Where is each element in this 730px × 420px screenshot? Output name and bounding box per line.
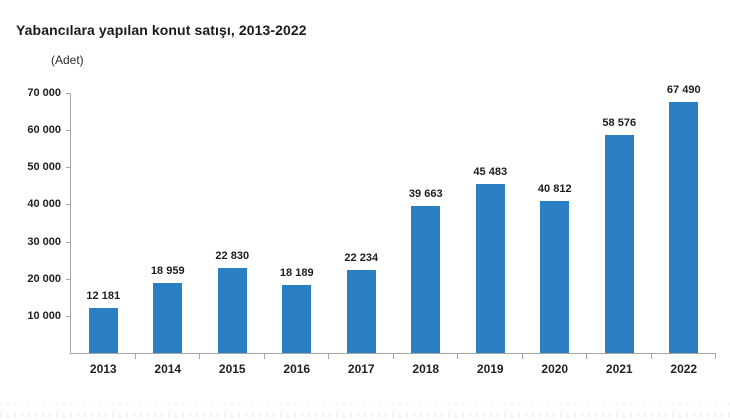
bar-value-label: 22 234	[344, 252, 379, 265]
axis-unit-label: (Adet)	[51, 53, 84, 67]
y-axis-tick-label: 40 000	[27, 198, 61, 211]
y-axis-tick	[66, 241, 71, 243]
x-axis-category-label: 2013	[89, 362, 117, 376]
bar-value-label: 40 812	[537, 183, 572, 196]
y-axis-tick-label: 30 000	[27, 235, 61, 248]
x-axis-category-label: 2019	[476, 362, 504, 376]
y-axis-tick-label: 50 000	[27, 161, 61, 174]
y-axis-tick	[66, 167, 71, 169]
bar-2014	[153, 282, 183, 353]
bar-2021	[604, 135, 634, 353]
bar-2022	[669, 102, 699, 353]
bar-value-label: 18 189	[279, 267, 314, 280]
y-axis-tick	[66, 278, 71, 280]
bar-2020	[540, 201, 570, 353]
x-axis-tick	[586, 354, 587, 359]
x-axis-category-label: 2014	[154, 362, 182, 376]
x-axis-tick	[328, 354, 329, 359]
cropped-text-artifact	[0, 412, 730, 418]
x-axis-category-label: 2017	[347, 362, 375, 376]
bar-2017	[346, 270, 376, 353]
bar-value-label: 45 483	[473, 166, 508, 179]
bar-value-label: 18 959	[150, 264, 185, 277]
x-axis-tick	[715, 354, 716, 359]
x-axis-tick	[392, 354, 394, 359]
bar-2016	[282, 285, 312, 353]
x-axis-tick	[263, 354, 265, 359]
x-axis-tick	[650, 354, 652, 359]
bar-2018	[411, 205, 441, 353]
y-axis-tick	[66, 315, 71, 317]
chart-title: Yabancılara yapılan konut satışı, 2013-2…	[16, 22, 307, 38]
x-axis-tick	[134, 354, 136, 359]
x-axis-category-label: 2018	[412, 362, 440, 376]
bar-value-label: 22 830	[215, 250, 250, 263]
y-axis-tick-label: 60 000	[27, 124, 61, 137]
y-axis-tick	[66, 130, 71, 132]
bar-2015	[217, 268, 247, 353]
x-axis-category-label: 2022	[670, 362, 698, 376]
x-axis-category-label: 2016	[283, 362, 311, 376]
bar-2013	[88, 307, 118, 353]
x-axis-tick	[199, 354, 200, 359]
bar-value-label: 12 181	[86, 289, 121, 302]
y-axis-tick	[66, 93, 71, 94]
x-axis-category-label: 2021	[605, 362, 633, 376]
x-axis-category-label: 2015	[218, 362, 246, 376]
y-axis-tick-label: 70 000	[27, 87, 61, 99]
y-axis-tick-label: 10 000	[27, 309, 61, 322]
bar-value-label: 58 576	[602, 117, 637, 130]
x-axis-category-label: 2020	[541, 362, 569, 376]
y-axis-tick-label: 20 000	[27, 272, 61, 285]
bar-chart-plot-area: 10 000 20 000 30 000 40 000 50 000 60 000 70 0…	[27, 84, 716, 376]
cropped-text-artifact	[0, 402, 730, 406]
bar-value-label: 67 490	[666, 84, 701, 97]
x-axis-tick	[457, 354, 458, 359]
bar-2019	[475, 184, 505, 353]
bar-value-label: 39 663	[408, 187, 443, 200]
x-axis-tick	[521, 354, 523, 359]
y-axis-tick	[66, 204, 71, 206]
